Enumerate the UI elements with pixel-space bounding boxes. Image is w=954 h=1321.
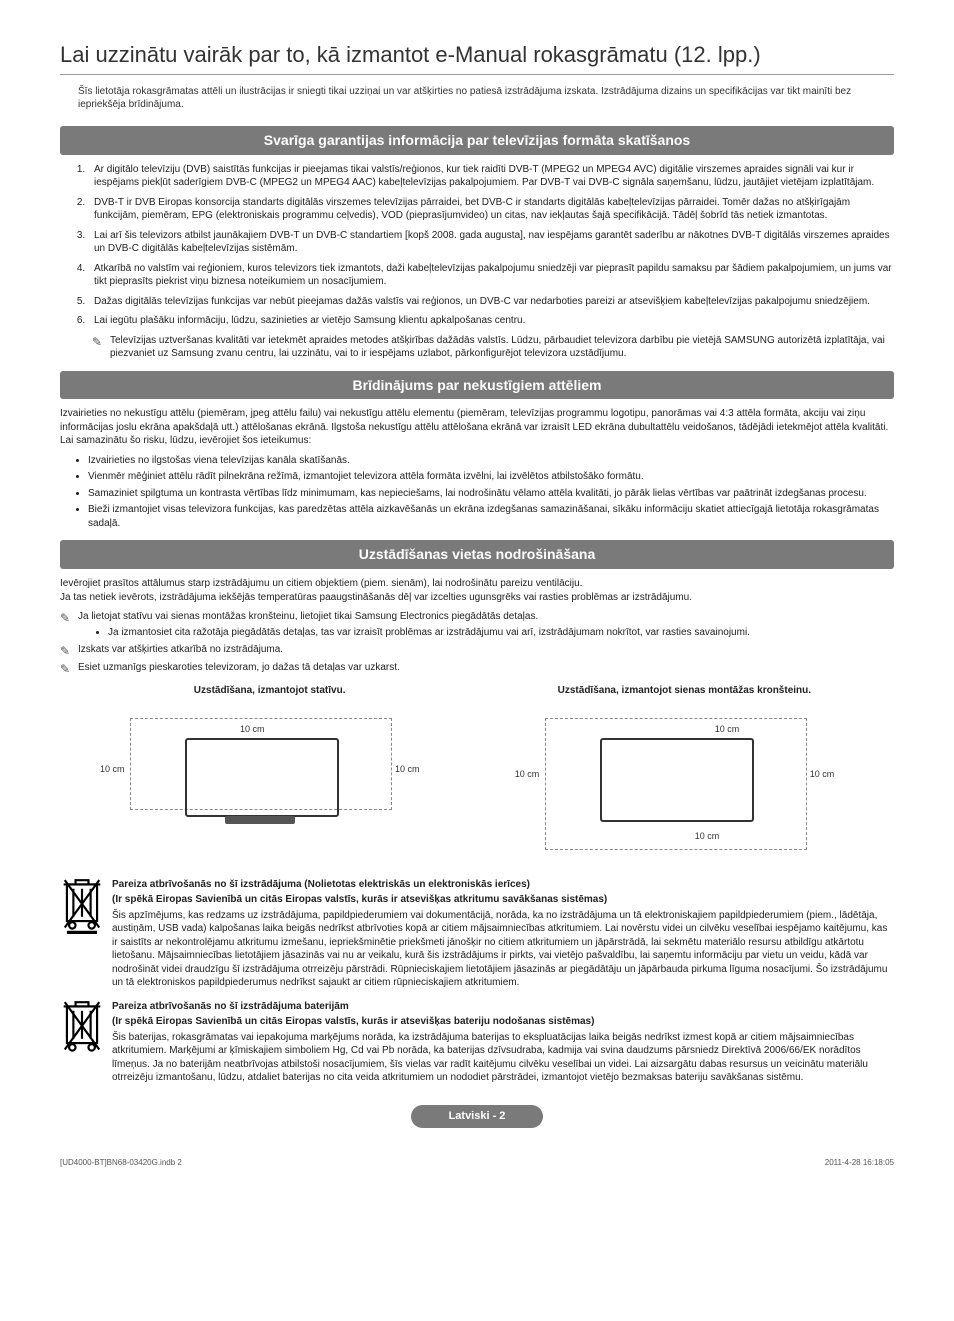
warranty-item: Lai arī šis televizors atbilst jaunākaji… (88, 229, 894, 256)
install-para1: Ievērojiet prasītos attālumus starp izst… (60, 577, 894, 591)
still-bullets: Izvairieties no ilgstošas viena televīzi… (60, 454, 894, 531)
section-install-title: Uzstādīšanas vietas nodrošināšana (60, 540, 894, 569)
footer-page-badge: Latviski - 2 (411, 1105, 543, 1128)
warranty-item: Dažas digitālās televīzijas funkcijas va… (88, 295, 894, 309)
still-bullet: Vienmēr mēģiniet attēlu rādīt pilnekrāna… (88, 470, 894, 484)
install-para2: Ja tas netiek ievērots, izstrādājuma iek… (60, 591, 894, 605)
install-note3: Esiet uzmanīgs pieskaroties televizoram,… (60, 661, 894, 675)
warranty-item: Atkarībā no valstīm vai reģioniem, kuros… (88, 262, 894, 289)
warranty-item: Ar digitālo televīziju (DVB) saistītās f… (88, 163, 894, 190)
diagram-wall: 10 cm 10 cm 10 cm 10 cm (515, 708, 854, 858)
install-note1: Ja lietojat statīvu vai sienas montāžas … (60, 610, 894, 639)
diagram-stand: 10 cm 10 cm 10 cm (100, 708, 439, 858)
print-footer-left: [UD4000-BT]BN68-03420G.indb 2 (60, 1158, 182, 1169)
weee2-title: Pareiza atbrīvošanās no šī izstrādājuma … (112, 1000, 894, 1014)
dim-left: 10 cm (100, 763, 125, 775)
weee-battery-row: Pareiza atbrīvošanās no šī izstrādājuma … (60, 1000, 894, 1085)
install-diagrams: Uzstādīšana, izmantojot statīvu. 10 cm 1… (100, 684, 854, 858)
install-note1-lead: Ja lietojat statīvu vai sienas montāžas … (78, 611, 538, 622)
weee2-sub: (Ir spēkā Eiropas Savienībā un citās Eir… (112, 1015, 894, 1029)
weee-battery-text: Pareiza atbrīvošanās no šī izstrādājuma … (112, 1000, 894, 1085)
intro-text: Šīs lietotāja rokasgrāmatas attēli un il… (78, 85, 894, 112)
install-note1-sub: Ja izmantosiet cita ražotāja piegādātās … (108, 626, 894, 640)
still-bullet: Izvairieties no ilgstošas viena televīzi… (88, 454, 894, 468)
still-bullet: Samaziniet spilgtuma un kontrasta vērtīb… (88, 487, 894, 501)
weee-product-text: Pareiza atbrīvošanās no šī izstrādājuma … (112, 878, 894, 990)
warranty-note: Televīzijas uztveršanas kvalitāti var ie… (92, 334, 894, 361)
install-col-stand: Uzstādīšana, izmantojot statīvu. 10 cm 1… (100, 684, 439, 858)
section-still-title: Brīdinājums par nekustīgiem attēliem (60, 371, 894, 400)
dim-left: 10 cm (515, 768, 540, 780)
warranty-item: Lai iegūtu plašāku informāciju, lūdzu, s… (88, 314, 894, 328)
weee-bin-icon (60, 1000, 104, 1061)
warranty-list: Ar digitālo televīziju (DVB) saistītās f… (60, 163, 894, 328)
still-bullet: Bieži izmantojiet visas televizora funkc… (88, 503, 894, 530)
print-footer-right: 2011-4-28 16:18:05 (825, 1158, 894, 1169)
weee1-sub: (Ir spēkā Eiropas Savienībā un citās Eir… (112, 893, 894, 907)
dim-right: 10 cm (395, 763, 420, 775)
weee-product-row: Pareiza atbrīvošanās no šī izstrādājuma … (60, 878, 894, 990)
print-footer: [UD4000-BT]BN68-03420G.indb 2 2011-4-28 … (60, 1158, 894, 1169)
page-title: Lai uzzinātu vairāk par to, kā izmantot … (60, 40, 894, 75)
install-note2: Izskats var atšķirties atkarībā no izstr… (60, 643, 894, 657)
still-para: Izvairieties no nekustīgu attēlu (piemēr… (60, 407, 894, 448)
install-col2-title: Uzstādīšana, izmantojot sienas montāžas … (515, 684, 854, 698)
section-warranty-title: Svarīga garantijas informācija par telev… (60, 126, 894, 155)
install-col1-title: Uzstādīšana, izmantojot statīvu. (100, 684, 439, 698)
weee2-body: Šis baterijas, rokasgrāmatas vai iepakoj… (112, 1032, 868, 1084)
weee-bin-icon (60, 878, 104, 939)
dim-bottom: 10 cm (695, 830, 720, 842)
weee1-title: Pareiza atbrīvošanās no šī izstrādājuma … (112, 878, 894, 892)
weee1-body: Šis apzīmējums, kas redzams uz izstrādāj… (112, 910, 887, 989)
dim-right: 10 cm (810, 768, 835, 780)
dim-top: 10 cm (240, 723, 265, 735)
install-col-wall: Uzstādīšana, izmantojot sienas montāžas … (515, 684, 854, 858)
dim-top: 10 cm (715, 723, 740, 735)
warranty-item: DVB-T ir DVB Eiropas konsorcija standart… (88, 196, 894, 223)
